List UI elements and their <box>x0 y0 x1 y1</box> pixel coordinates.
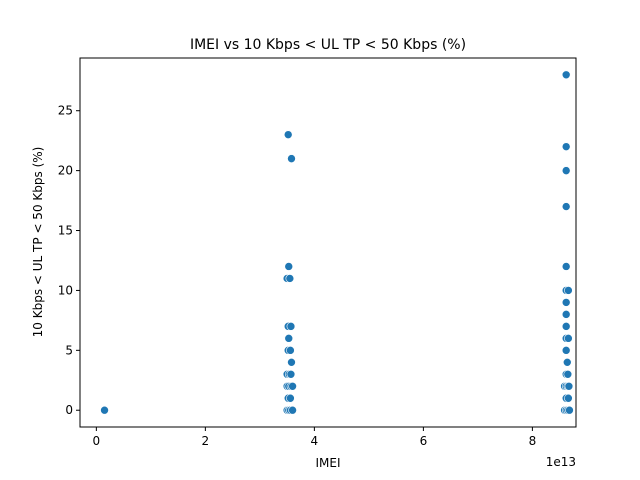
x-tick-label: 2 <box>202 434 210 448</box>
axis-ticks: 0 2 4 6 8 0 5 10 15 20 25 <box>58 104 536 448</box>
x-axis-title: IMEI <box>315 456 340 470</box>
data-point <box>561 142 571 151</box>
data-point <box>288 381 297 391</box>
data-point <box>564 334 573 343</box>
data-point <box>564 381 574 391</box>
y-tick-label: 15 <box>58 224 73 238</box>
y-axis-title: 10 Kbps < UL TP < 50 Kbps (%) <box>31 147 45 338</box>
data-point <box>562 358 572 367</box>
data-point <box>561 166 571 175</box>
data-point <box>561 70 571 80</box>
data-point <box>564 393 573 403</box>
data-point <box>561 346 571 355</box>
data-point <box>287 358 296 367</box>
y-tick-label: 25 <box>58 104 73 118</box>
data-point <box>561 322 571 331</box>
x-tick-label: 4 <box>311 434 319 448</box>
y-tick-label: 5 <box>65 343 73 357</box>
data-point <box>285 274 295 283</box>
data-point <box>561 310 571 319</box>
x-axis-offset-label: 1e13 <box>546 455 576 469</box>
data-point <box>288 405 297 415</box>
data-point <box>287 154 296 163</box>
data-point <box>564 286 573 295</box>
data-point <box>284 334 294 343</box>
chart-title: IMEI vs 10 Kbps < UL TP < 50 Kbps (%) <box>190 37 466 53</box>
y-tick-label: 0 <box>65 403 73 417</box>
x-tick-label: 8 <box>529 434 537 448</box>
data-point <box>100 405 109 415</box>
data-point <box>565 405 574 415</box>
data-point <box>561 262 571 271</box>
data-point <box>561 202 571 211</box>
data-point <box>283 130 293 139</box>
plot-area-frame <box>79 57 577 428</box>
data-point <box>286 346 295 355</box>
data-point <box>284 262 294 271</box>
data-point <box>563 369 573 379</box>
y-tick-label: 20 <box>58 164 73 178</box>
data-point <box>561 298 571 307</box>
x-tick-label: 6 <box>420 434 428 448</box>
data-point <box>286 393 295 403</box>
x-tick-label: 0 <box>93 434 101 448</box>
data-point <box>286 322 296 331</box>
y-tick-label: 10 <box>58 283 73 297</box>
data-point <box>286 369 296 379</box>
data-points <box>100 70 574 415</box>
